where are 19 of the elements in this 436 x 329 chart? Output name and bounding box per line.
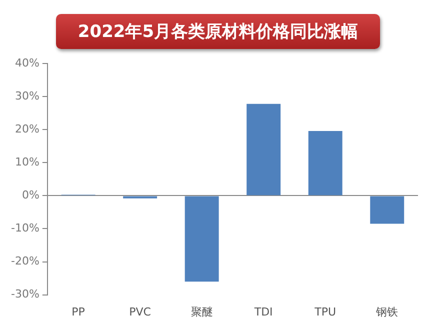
x-tick-label: 聚醚	[190, 305, 213, 318]
y-tick-label: -20%	[10, 254, 40, 268]
bar	[246, 104, 281, 196]
x-tick-label: TDI	[253, 305, 273, 318]
y-tick-label: -10%	[10, 222, 40, 235]
y-tick-label: 30%	[14, 89, 40, 102]
bar	[184, 196, 219, 282]
y-tick-label: 0%	[22, 188, 40, 202]
y-tick-label: 40%	[14, 56, 40, 70]
chart-title: 2022年5月各类原材料价格同比涨幅	[56, 14, 380, 48]
x-tick-label: PVC	[129, 305, 152, 318]
y-tick-label: 10%	[14, 156, 40, 169]
y-tick-label: 20%	[14, 122, 40, 136]
x-tick-label: PP	[72, 305, 86, 318]
x-tick-label: TPU	[314, 305, 336, 318]
bar	[308, 130, 342, 196]
y-tick-label: -30%	[10, 288, 40, 301]
x-tick-label: 钢铁	[375, 305, 398, 318]
bar	[370, 196, 404, 224]
